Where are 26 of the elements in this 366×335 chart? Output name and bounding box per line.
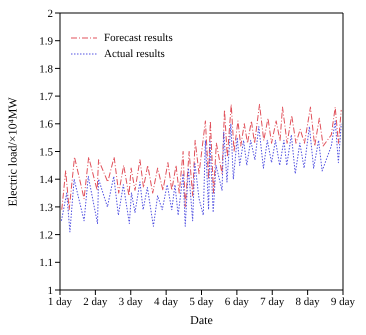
y-tick-label: 1.3 (39, 202, 54, 214)
legend-label: Actual results (104, 48, 165, 60)
y-tick-label: 1.7 (39, 91, 54, 104)
y-tick-label: 1.1 (39, 257, 53, 270)
y-tick-label: 1.2 (39, 230, 53, 242)
y-tick-label: 1.8 (39, 63, 54, 76)
x-tick-label: 6 day (224, 296, 250, 308)
x-axis-title: Date (190, 313, 213, 327)
x-tick-label: 9 day (330, 296, 356, 308)
y-tick-label: 1 (48, 284, 53, 297)
x-tick-label: 8 day (296, 296, 320, 308)
y-tick-label: 1.9 (39, 36, 54, 48)
x-tick-label: 1 day (48, 296, 73, 308)
x-tick-label: 3 day (118, 296, 144, 308)
y-tick-label: 2 (48, 8, 53, 20)
y-tick-label: 1.4 (39, 174, 54, 186)
x-tick-label: 2 day (83, 296, 108, 308)
legend-label: Forecast results (104, 32, 173, 44)
x-tick-label: 7 day (260, 296, 285, 308)
y-tick-label: 1.6 (39, 118, 54, 131)
y-tick-label: 1.5 (39, 146, 54, 158)
line-series (61, 104, 342, 210)
y-axis-title: Electric load/×10⁴MW (5, 96, 20, 206)
line-series (60, 120, 342, 232)
x-tick-label: 5 day (189, 296, 214, 308)
x-tick-label: 4 day (154, 296, 179, 308)
